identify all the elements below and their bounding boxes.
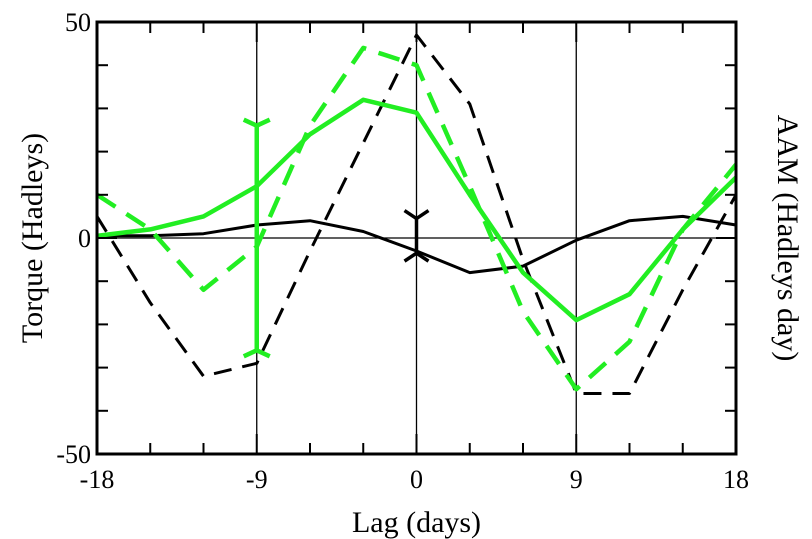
y-tick-label: -50 [56,440,91,469]
error-bar-3 [242,117,271,359]
x-tick-label: 0 [410,465,423,494]
right-axis-title: AAM (Hadleys day) [771,115,804,362]
y-tick-label: 50 [65,8,91,37]
y-tick-label: 0 [78,224,91,253]
x-axis-title: Lag (days) [352,506,481,539]
x-tick-label: 18 [723,465,749,494]
tick-labels: -18 -9 0 9 18 -50 0 50 [56,8,749,494]
x-tick-label: -18 [80,465,115,494]
series-line-3 [96,97,738,323]
series-line-4 [95,45,738,392]
error-bar-1 [403,209,430,263]
y-axis-title: Torque (Hadleys) [16,133,49,343]
series-layer [95,33,738,395]
x-tick-label: -9 [246,465,268,494]
plot-frame [95,20,738,456]
x-tick-label: 9 [570,465,583,494]
